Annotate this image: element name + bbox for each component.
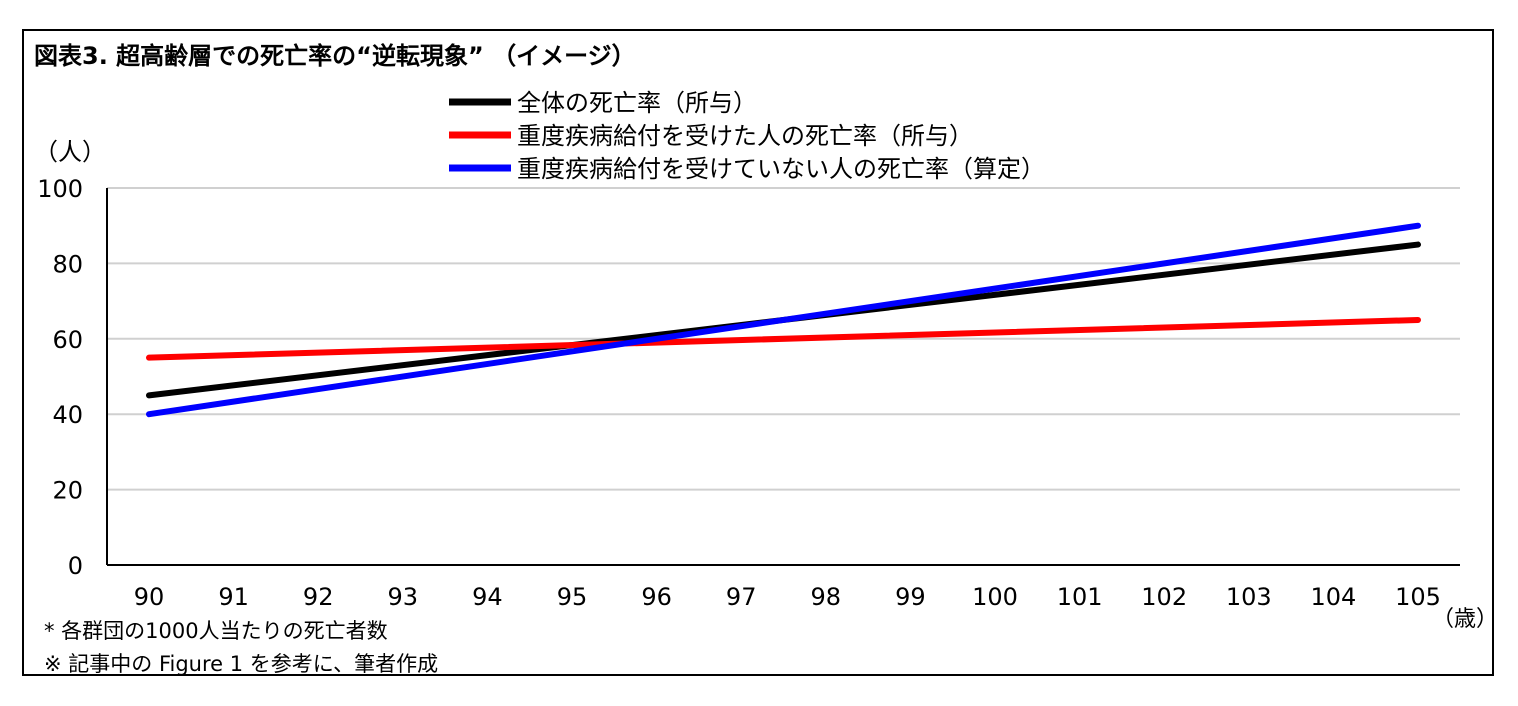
x-tick-label: 94 [472, 583, 503, 611]
footnote-2: ※ 記事中の Figure 1 を参考に、筆者作成 [44, 652, 439, 676]
x-tick-label: 101 [1057, 583, 1103, 611]
x-tick-label: 96 [641, 583, 672, 611]
y-tick-label: 0 [68, 552, 83, 580]
legend-label-1: 全体の死亡率（所与） [517, 89, 757, 117]
y-tick-label: 100 [37, 175, 83, 203]
series-line-3 [146, 222, 1421, 418]
axes [106, 188, 1460, 566]
x-tick-label: 98 [811, 583, 842, 611]
x-tick-label: 91 [218, 583, 249, 611]
x-tick-label: 105 [1395, 583, 1441, 611]
x-tick-label: 103 [1226, 583, 1272, 611]
x-tick-label: 93 [388, 583, 419, 611]
legend-label-3: 重度疾病給付を受けていない人の死亡率（算定） [517, 155, 1045, 183]
x-tick-label: 100 [972, 583, 1018, 611]
y-tick-label: 40 [52, 401, 83, 429]
y-tick-label: 80 [52, 250, 83, 278]
gridlines [107, 187, 1460, 491]
x-tick-label: 90 [134, 583, 165, 611]
series-line-2 [146, 316, 1421, 361]
x-tick-label: 95 [557, 583, 588, 611]
x-tick-label: 99 [895, 583, 926, 611]
footnote-1: * 各群団の1000人当たりの死亡者数 [44, 619, 388, 643]
legend-label-2: 重度疾病給付を受けた人の死亡率（所与） [517, 122, 973, 150]
series-lines [146, 222, 1421, 418]
x-axis-label: （歳） [1432, 607, 1498, 632]
x-tick-label: 97 [726, 583, 757, 611]
y-tick-label: 20 [52, 477, 83, 505]
x-tick-label: 104 [1310, 583, 1356, 611]
legend: 全体の死亡率（所与） 重度疾病給付を受けた人の死亡率（所与） 重度疾病給付を受けてい… [449, 89, 1045, 183]
figure-frame [22, 29, 1494, 676]
x-tick-label: 92 [303, 583, 334, 611]
tick-labels: 0 20 40 60 80 100 90 91 92 93 94 95 96 97 98 99 100 101 10… [37, 175, 1441, 611]
chart-title: 図表3. 超高齢層での死亡率の“逆転現象” （イメージ） [34, 42, 636, 70]
y-axis-label: （人） [34, 138, 106, 166]
y-tick-label: 60 [52, 326, 83, 354]
x-tick-label: 102 [1141, 583, 1187, 611]
